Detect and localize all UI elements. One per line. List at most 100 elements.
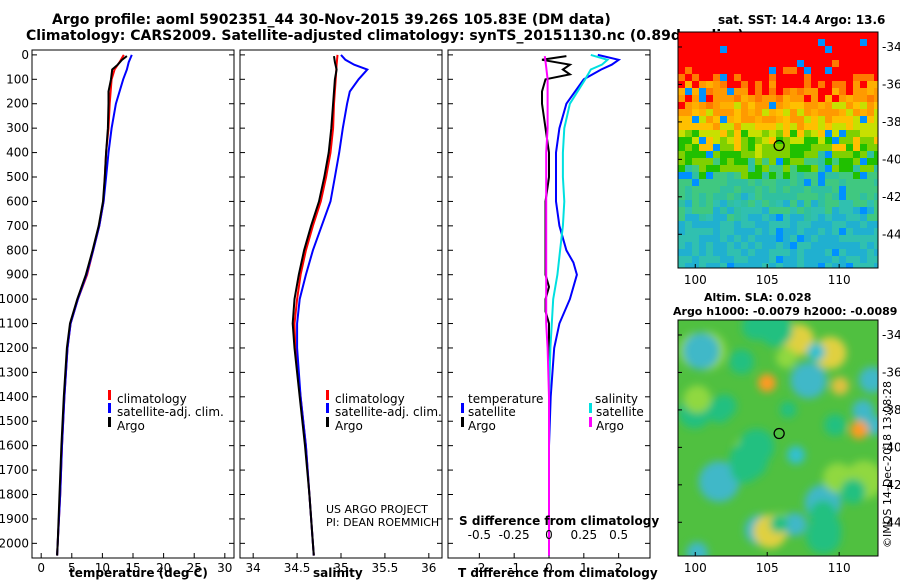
sst-cell (797, 67, 804, 74)
sst-cell (776, 249, 783, 256)
sst-cell (762, 81, 769, 88)
sst-cell (818, 151, 825, 158)
sst-cell (678, 207, 685, 214)
sst-cell (839, 151, 846, 158)
sst-cell (797, 53, 804, 60)
sst-cell (762, 228, 769, 235)
x-tick-label: 35.5 (372, 561, 399, 575)
sst-cell (755, 95, 762, 102)
sst-cell (762, 32, 769, 39)
sst-cell (776, 130, 783, 137)
sst-cell (692, 193, 699, 200)
sst-cell (867, 186, 874, 193)
sst-cell (818, 74, 825, 81)
sst-cell (853, 46, 860, 53)
legend-swatch (326, 403, 329, 413)
sst-cell (748, 200, 755, 207)
sst-cell (734, 235, 741, 242)
sst-cell (846, 53, 853, 60)
sla-blob (698, 461, 740, 503)
sst-cell (734, 109, 741, 116)
sst-cell (776, 88, 783, 95)
sst-cell (762, 60, 769, 67)
sst-cell (867, 242, 874, 249)
sst-cell (699, 39, 706, 46)
sst-cell (734, 137, 741, 144)
sst-cell (741, 263, 748, 268)
sla-blob (779, 401, 797, 418)
sst-cell (846, 39, 853, 46)
sst-cell (755, 151, 762, 158)
sst-cell (776, 53, 783, 60)
sst-cell (783, 137, 790, 144)
sst-cell (741, 207, 748, 214)
sst-cell (755, 249, 762, 256)
sst-cell (860, 144, 867, 151)
sst-cell (832, 32, 839, 39)
sst-cell (839, 130, 846, 137)
sst-cell (783, 102, 790, 109)
sst-cell (678, 39, 685, 46)
sst-cell (706, 235, 713, 242)
series-line-argo (291, 55, 338, 556)
sst-cell (727, 123, 734, 130)
sst-cell (783, 46, 790, 53)
sst-cell (811, 32, 818, 39)
sst-cell (727, 186, 734, 193)
sst-cell (776, 186, 783, 193)
sst-cell (818, 109, 825, 116)
sst-cell (811, 144, 818, 151)
sst-cell (727, 46, 734, 53)
sst-cell (860, 39, 867, 46)
sst-cell (769, 81, 776, 88)
sst-cell (741, 193, 748, 200)
sst-cell (860, 172, 867, 179)
sst-cell (685, 123, 692, 130)
sst-cell (853, 74, 860, 81)
sst-cell (769, 116, 776, 123)
sst-cell (853, 172, 860, 179)
sst-cell (790, 46, 797, 53)
sst-cell (769, 214, 776, 221)
sla-blob (814, 336, 847, 370)
sst-cell (755, 186, 762, 193)
sst-cell (720, 137, 727, 144)
sst-cell (706, 242, 713, 249)
sst-cell (699, 88, 706, 95)
sst-cell (699, 144, 706, 151)
sst-cell (797, 137, 804, 144)
sst-cell (734, 179, 741, 186)
sst-cell (769, 186, 776, 193)
sst-cell (783, 116, 790, 123)
sst-cell (825, 207, 832, 214)
x-tick-label: 34 (246, 561, 261, 575)
sst-cell (790, 137, 797, 144)
sst-cell (811, 46, 818, 53)
sst-cell (678, 137, 685, 144)
sst-cell (741, 123, 748, 130)
sst-cell (776, 123, 783, 130)
legend-t-clim: climatology (117, 392, 187, 406)
sst-cell (860, 228, 867, 235)
sst-cell (741, 151, 748, 158)
sst-cell (692, 242, 699, 249)
sst-cell (692, 95, 699, 102)
sst-cell (706, 95, 713, 102)
sst-cell (699, 60, 706, 67)
sst-cell (727, 214, 734, 221)
sst-cell (825, 172, 832, 179)
sst-cell (853, 228, 860, 235)
sst-cell (804, 256, 811, 263)
sst-cell (755, 67, 762, 74)
sst-cell (860, 179, 867, 186)
sst-cell (678, 158, 685, 165)
sst-cell (811, 123, 818, 130)
sst-cell (748, 207, 755, 214)
sst-cell (748, 242, 755, 249)
sst-cell (678, 186, 685, 193)
sst-cell (755, 207, 762, 214)
sst-cell (720, 214, 727, 221)
sst-cell (867, 116, 874, 123)
sst-cell (832, 151, 839, 158)
